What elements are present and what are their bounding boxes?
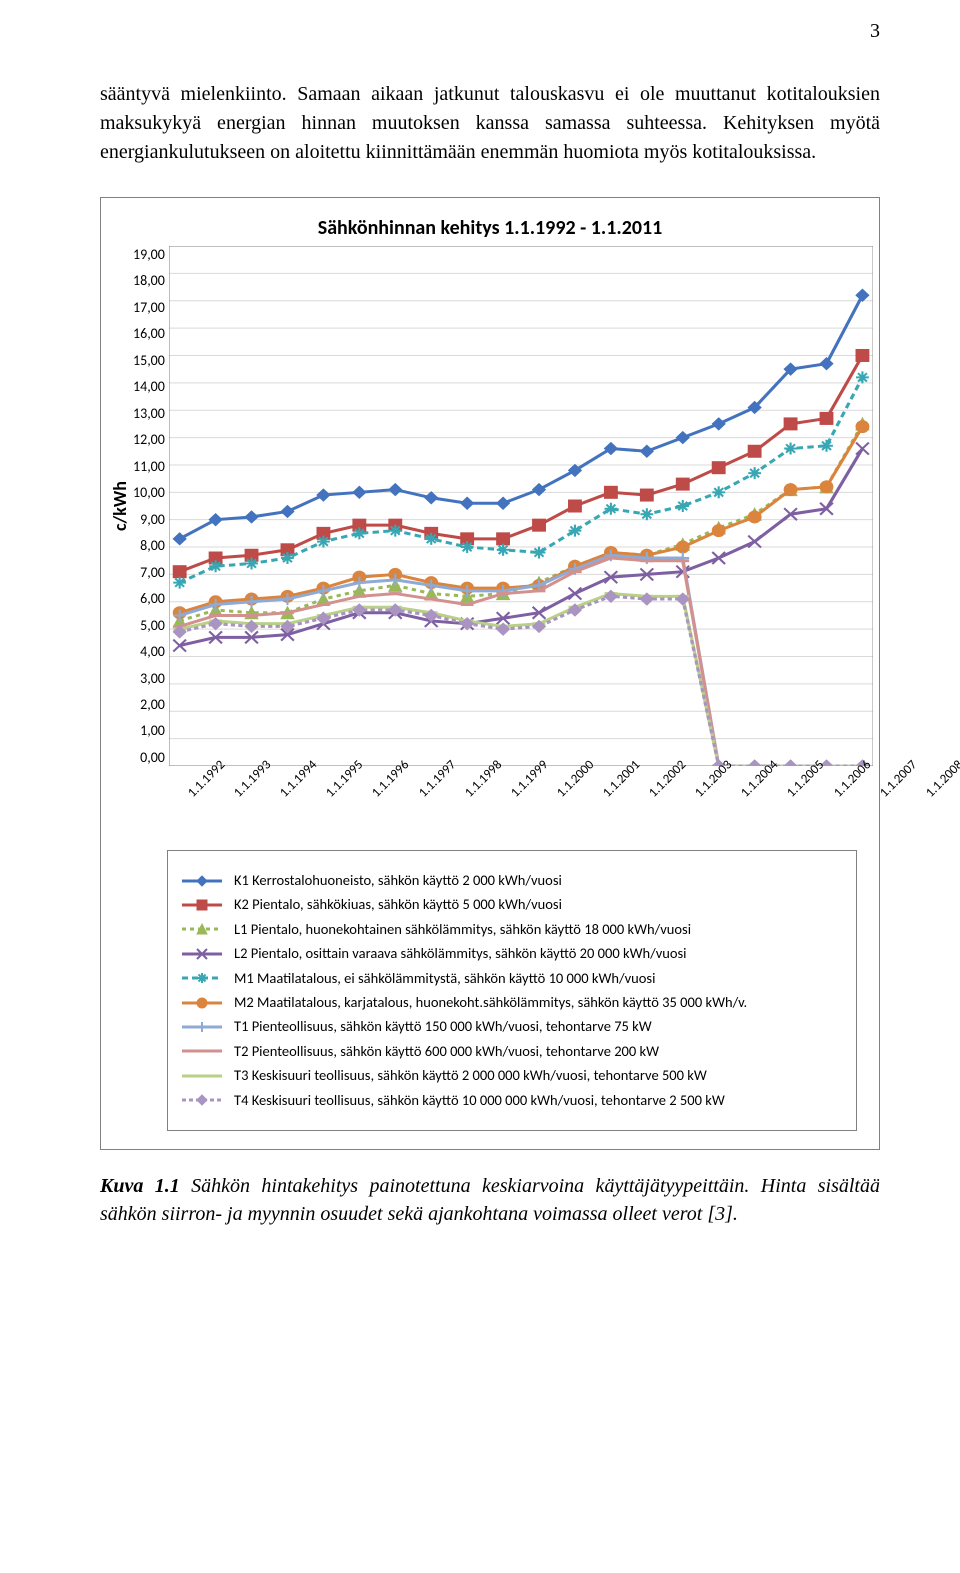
legend-swatch xyxy=(180,1043,224,1059)
x-tick: 1.1.2007 xyxy=(877,757,920,800)
body-paragraph: sääntyvä mielenkiinto. Samaan aikaan jat… xyxy=(100,80,880,167)
y-tick: 4,00 xyxy=(140,643,165,660)
legend-item: M1 Maatilatalous, ei sähkölämmitystä, sä… xyxy=(180,970,844,987)
y-tick: 15,00 xyxy=(133,352,165,369)
y-tick: 17,00 xyxy=(133,299,165,316)
legend-swatch xyxy=(180,1068,224,1084)
legend-label: T1 Pienteollisuus, sähkön käyttö 150 000… xyxy=(234,1018,652,1035)
legend-label: K1 Kerrostalohuoneisto, sähkön käyttö 2 … xyxy=(234,872,562,889)
y-axis-label: c/kWh xyxy=(107,246,133,766)
y-tick: 18,00 xyxy=(133,272,165,289)
legend-swatch xyxy=(180,873,224,889)
y-tick: 11,00 xyxy=(133,458,165,475)
legend-item: T4 Keskisuuri teollisuus, sähkön käyttö … xyxy=(180,1092,844,1109)
legend-label: L2 Pientalo, osittain varaava sähkölämmi… xyxy=(234,945,687,962)
legend-swatch xyxy=(180,995,224,1011)
y-tick: 5,00 xyxy=(140,617,165,634)
legend-item: T2 Pienteollisuus, sähkön käyttö 600 000… xyxy=(180,1043,844,1060)
y-tick: 13,00 xyxy=(133,405,165,422)
legend-item: M2 Maatilatalous, karjatalous, huonekoht… xyxy=(180,994,844,1011)
legend-swatch xyxy=(180,921,224,937)
figure-label: Kuva 1.1 xyxy=(100,1175,180,1197)
figure-caption: Kuva 1.1 Sähkön hintakehitys painotettun… xyxy=(100,1172,880,1228)
legend-swatch xyxy=(180,1092,224,1108)
y-tick: 8,00 xyxy=(140,537,165,554)
legend-item: L1 Pientalo, huonekohtainen sähkölämmity… xyxy=(180,921,844,938)
x-axis-ticks: 1.1.19921.1.19931.1.19941.1.19951.1.1996… xyxy=(179,766,867,820)
figure-caption-text: Sähkön hintakehitys painotettuna keskiar… xyxy=(100,1175,880,1225)
legend-label: K2 Pientalo, sähkökiuas, sähkön käyttö 5… xyxy=(234,896,562,913)
legend-label: L1 Pientalo, huonekohtainen sähkölämmity… xyxy=(234,921,691,938)
legend-item: T1 Pienteollisuus, sähkön käyttö 150 000… xyxy=(180,1018,844,1035)
chart-title: Sähkönhinnan kehitys 1.1.1992 - 1.1.2011 xyxy=(107,216,873,240)
y-tick: 6,00 xyxy=(140,590,165,607)
y-tick: 1,00 xyxy=(140,722,165,739)
page-number: 3 xyxy=(870,20,880,43)
y-tick: 2,00 xyxy=(140,696,165,713)
y-axis-ticks: 19,00 18,00 17,00 16,00 15,00 14,00 13,00 12,00… xyxy=(133,246,169,766)
legend-item: L2 Pientalo, osittain varaava sähkölämmi… xyxy=(180,945,844,962)
legend-label: M2 Maatilatalous, karjatalous, huonekoht… xyxy=(234,994,747,1011)
chart-container: Sähkönhinnan kehitys 1.1.1992 - 1.1.2011… xyxy=(100,197,880,1150)
y-tick: 7,00 xyxy=(140,564,165,581)
y-tick: 12,00 xyxy=(133,431,165,448)
chart-plot-area xyxy=(169,246,873,766)
legend-item: T3 Keskisuuri teollisuus, sähkön käyttö … xyxy=(180,1067,844,1084)
y-tick: 19,00 xyxy=(133,246,165,263)
chart-legend: K1 Kerrostalohuoneisto, sähkön käyttö 2 … xyxy=(167,850,857,1131)
legend-label: T2 Pienteollisuus, sähkön käyttö 600 000… xyxy=(234,1043,659,1060)
legend-label: T3 Keskisuuri teollisuus, sähkön käyttö … xyxy=(234,1067,707,1084)
y-tick: 16,00 xyxy=(133,325,165,342)
legend-swatch xyxy=(180,946,224,962)
y-tick: 0,00 xyxy=(140,749,165,766)
legend-label: T4 Keskisuuri teollisuus, sähkön käyttö … xyxy=(234,1092,725,1109)
y-tick: 3,00 xyxy=(140,670,165,687)
legend-swatch xyxy=(180,897,224,913)
legend-item: K2 Pientalo, sähkökiuas, sähkön käyttö 5… xyxy=(180,896,844,913)
legend-swatch xyxy=(180,1019,224,1035)
legend-label: M1 Maatilatalous, ei sähkölämmitystä, sä… xyxy=(234,970,655,987)
y-tick: 10,00 xyxy=(133,484,165,501)
x-tick: 1.1.2008 xyxy=(923,757,960,800)
y-tick: 9,00 xyxy=(140,511,165,528)
legend-item: K1 Kerrostalohuoneisto, sähkön käyttö 2 … xyxy=(180,872,844,889)
legend-swatch xyxy=(180,970,224,986)
y-tick: 14,00 xyxy=(133,378,165,395)
